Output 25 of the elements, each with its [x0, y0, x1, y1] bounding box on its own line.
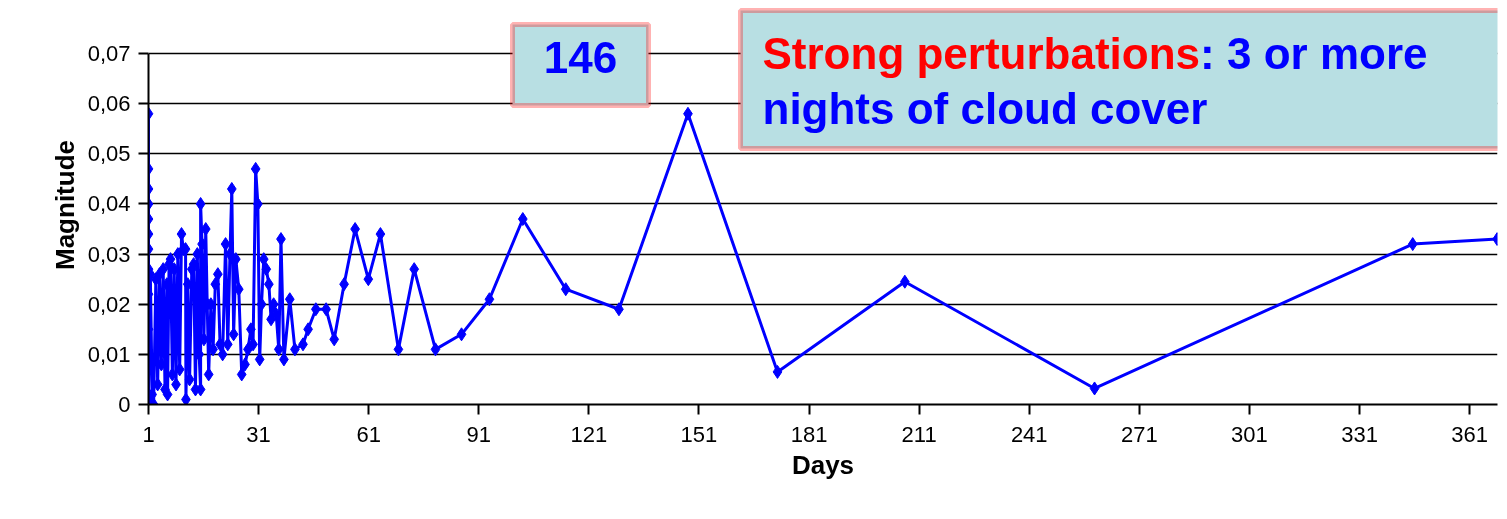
x-tick-label: 301 — [1231, 421, 1268, 447]
x-tick-label: 331 — [1341, 421, 1378, 447]
y-tick-label: 0,03 — [87, 241, 131, 267]
y-tick-label: 0,02 — [87, 291, 131, 317]
x-tick-label: 211 — [901, 421, 937, 447]
y-tick-label: 0,06 — [87, 91, 131, 117]
x-tick-label: 241 — [1010, 421, 1048, 447]
y-axis-title: Magnitude — [49, 139, 80, 270]
annotation: 146 — [543, 32, 618, 82]
x-tick-label: 181 — [790, 421, 828, 447]
y-tick-label: 0 — [118, 392, 131, 417]
x-tick-label: 151 — [680, 421, 718, 447]
x-tick-label: 91 — [466, 421, 492, 447]
y-tick-label: 0,01 — [87, 341, 131, 367]
x-tick-label: 1 — [142, 421, 155, 447]
x-axis-title: Days — [791, 449, 855, 480]
x-tick-label: 31 — [246, 421, 271, 447]
y-tick-label: 0,07 — [87, 41, 131, 67]
x-tick-label: 121 — [570, 421, 608, 447]
x-tick-label: 271 — [1120, 421, 1158, 447]
x-tick-label: 361 — [1451, 421, 1488, 447]
y-tick-label: 0,05 — [87, 141, 131, 167]
x-tick-label: 61 — [356, 421, 381, 447]
annotation: Strong perturbations: 3 or more nights of cloud cover — [762, 28, 1428, 133]
y-tick-label: 0,04 — [87, 191, 131, 217]
